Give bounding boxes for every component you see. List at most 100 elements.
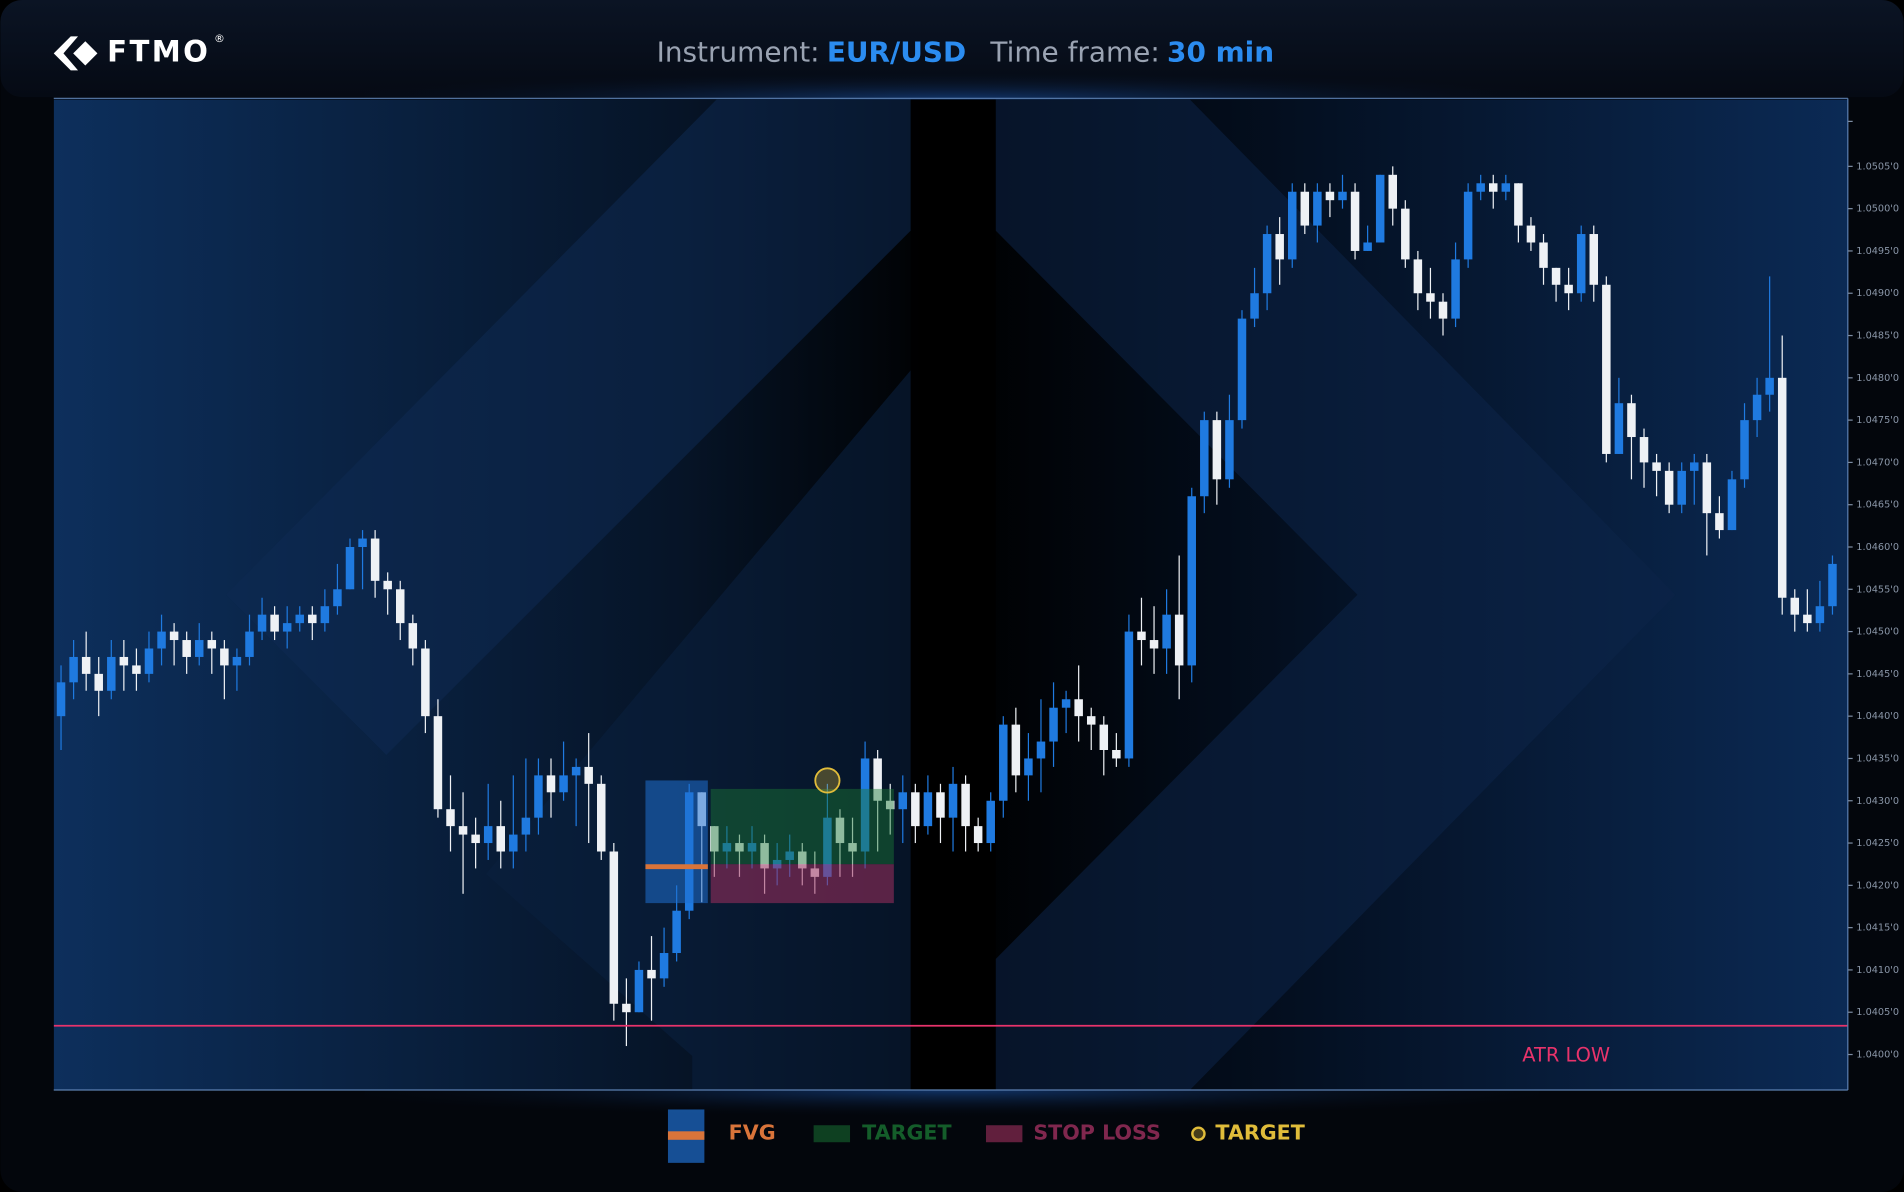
candle-body	[1777, 377, 1787, 598]
y-tick-label: 1.0465'0	[1856, 500, 1899, 511]
candle-body	[973, 826, 983, 844]
candle-body	[1086, 716, 1096, 725]
y-tick-label: 1.0440'0	[1856, 711, 1899, 722]
candle-body	[421, 648, 430, 717]
y-tick-label: 1.0405'0	[1856, 1007, 1899, 1018]
candle-body	[446, 809, 455, 827]
logo: FTMO ®	[53, 32, 225, 71]
candle-body	[1752, 394, 1762, 421]
legend-swatch	[667, 1131, 705, 1140]
candle-body	[282, 623, 292, 632]
y-tick-label: 1.0400'0	[1856, 1050, 1899, 1061]
candle-body	[1677, 470, 1686, 505]
candle-body	[295, 614, 304, 624]
decor-shape	[995, 99, 1676, 1091]
candle-body	[1790, 597, 1800, 615]
candle-body	[370, 538, 380, 581]
candle-body	[1024, 758, 1033, 776]
candle-body	[1501, 183, 1511, 192]
legend-swatch	[1191, 1126, 1206, 1142]
candle-body	[1463, 191, 1473, 260]
y-tick-label: 1.0425'0	[1856, 838, 1899, 849]
candle-body	[257, 614, 267, 632]
candle-body	[1250, 293, 1259, 319]
candle-body	[999, 724, 1008, 801]
candle-body	[471, 834, 480, 844]
y-tick-label: 1.0430'0	[1856, 796, 1899, 807]
y-tick-label: 1.0495'0	[1856, 246, 1899, 257]
candle-body	[1313, 191, 1322, 226]
candle-body	[1401, 208, 1410, 260]
atr-low-label: ATR LOW	[1522, 1044, 1610, 1067]
logo-icon	[53, 36, 98, 71]
fvg-zone	[645, 780, 708, 904]
candle-body	[232, 656, 242, 666]
candle-body	[735, 843, 744, 852]
candle-body	[1187, 496, 1196, 666]
candle-body	[119, 656, 129, 666]
candle-body	[56, 682, 66, 717]
candle-body	[1702, 462, 1712, 514]
candle-body	[144, 648, 154, 674]
candle-body	[835, 817, 845, 844]
candle-body	[1438, 301, 1448, 319]
y-tick-label: 1.0410'0	[1856, 965, 1899, 976]
candle-body	[333, 589, 342, 607]
y-tick-label: 1.0460'0	[1856, 542, 1899, 553]
candle-body	[1099, 724, 1109, 751]
candle-body	[1426, 293, 1435, 302]
candle-body	[898, 792, 908, 810]
candle-body	[798, 851, 807, 869]
candle-body	[785, 851, 794, 860]
candle-body	[747, 843, 757, 852]
decor-band	[910, 99, 996, 1091]
y-tick-label: 1.0490'0	[1856, 288, 1899, 299]
candle-body	[936, 792, 945, 818]
candle-body	[496, 826, 505, 852]
legend-label: TARGET	[862, 1121, 951, 1145]
candle-body	[220, 648, 229, 666]
candle-body	[534, 775, 543, 818]
candle-body	[1803, 614, 1812, 624]
candle-body	[961, 783, 970, 827]
instrument-label: Instrument:	[657, 35, 820, 68]
y-tick-label: 1.0435'0	[1856, 753, 1899, 764]
candle-body	[873, 758, 882, 801]
candle-body	[1564, 284, 1573, 294]
candle-body	[182, 640, 191, 657]
candle-body	[1740, 420, 1749, 480]
overlays: ATR LOW	[53, 767, 1848, 1067]
candle-body	[1363, 242, 1372, 251]
candle-body	[1589, 234, 1599, 285]
candle-body	[672, 910, 681, 954]
candle-body	[1350, 191, 1360, 251]
candle-body	[1036, 741, 1046, 759]
candle-body	[1690, 462, 1699, 471]
candle-body	[559, 775, 568, 793]
candle-body	[1765, 377, 1774, 395]
y-tick-label: 1.0420'0	[1856, 880, 1899, 891]
candle-body	[1162, 614, 1171, 649]
candle-body	[521, 817, 531, 835]
candle-body	[634, 969, 644, 1013]
candle-body	[710, 826, 719, 852]
candle-body	[1652, 462, 1661, 471]
y-tick-label: 1.0415'0	[1856, 923, 1899, 934]
candles	[56, 166, 1837, 1047]
candle-body	[885, 800, 895, 810]
candle-body	[1174, 614, 1184, 666]
candle-body	[1576, 234, 1586, 294]
candle-body	[81, 656, 91, 674]
legend-label: STOP LOSS	[1033, 1121, 1160, 1145]
candle-body	[1639, 437, 1649, 463]
candle-body	[1287, 191, 1297, 260]
candle-body	[169, 631, 179, 641]
legend-label: TARGET	[1215, 1121, 1304, 1145]
candle-body	[483, 826, 493, 844]
candle-body	[94, 673, 103, 691]
y-tick-label: 1.0475'0	[1856, 415, 1899, 426]
instrument: EUR/USD	[827, 35, 966, 68]
candle-body	[584, 766, 593, 784]
candle-body	[245, 631, 254, 657]
legend: FVG TARGET STOP LOSS TARGET	[667, 1109, 1305, 1163]
